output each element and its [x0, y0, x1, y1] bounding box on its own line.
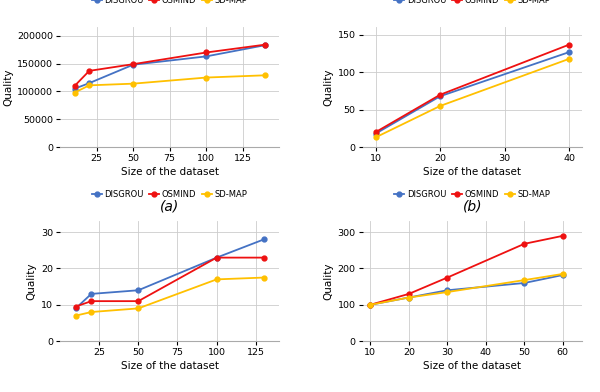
Text: (a): (a)	[160, 200, 179, 214]
OSMIND	[444, 275, 451, 280]
OSMIND	[72, 304, 79, 309]
Legend: DISGROU, OSMIND, SD-MAP: DISGROU, OSMIND, SD-MAP	[394, 190, 550, 199]
SD-MAP	[203, 75, 210, 80]
OSMIND	[559, 234, 566, 238]
Y-axis label: Quality: Quality	[323, 69, 334, 106]
OSMIND	[213, 255, 220, 260]
SD-MAP	[444, 290, 451, 294]
SD-MAP	[213, 277, 220, 282]
DISGROU	[444, 288, 451, 292]
X-axis label: Size of the dataset: Size of the dataset	[424, 167, 521, 177]
Line: SD-MAP: SD-MAP	[72, 73, 267, 95]
SD-MAP	[135, 306, 142, 311]
Line: DISGROU: DISGROU	[73, 237, 266, 311]
DISGROU	[436, 94, 443, 99]
DISGROU	[565, 50, 572, 54]
DISGROU	[86, 81, 93, 85]
Y-axis label: Quality: Quality	[3, 69, 13, 106]
X-axis label: Size of the dataset: Size of the dataset	[121, 361, 218, 371]
Line: SD-MAP: SD-MAP	[373, 56, 572, 140]
Y-axis label: Quality: Quality	[27, 262, 37, 300]
OSMIND	[203, 50, 210, 55]
Legend: DISGROU, OSMIND, SD-MAP: DISGROU, OSMIND, SD-MAP	[92, 0, 248, 5]
OSMIND	[86, 69, 93, 73]
DISGROU	[559, 273, 566, 278]
DISGROU	[260, 237, 267, 242]
Line: DISGROU: DISGROU	[373, 50, 572, 136]
SD-MAP	[405, 295, 412, 300]
DISGROU	[88, 292, 95, 296]
DISGROU	[405, 295, 412, 300]
OSMIND	[88, 299, 95, 303]
OSMIND	[260, 255, 267, 260]
OSMIND	[372, 130, 379, 134]
DISGROU	[130, 62, 137, 67]
OSMIND	[436, 93, 443, 97]
OSMIND	[367, 302, 374, 307]
OSMIND	[521, 241, 528, 246]
OSMIND	[405, 292, 412, 296]
Legend: DISGROU, OSMIND, SD-MAP: DISGROU, OSMIND, SD-MAP	[394, 0, 550, 5]
SD-MAP	[260, 275, 267, 280]
DISGROU	[372, 131, 379, 136]
SD-MAP	[559, 272, 566, 276]
DISGROU	[261, 43, 268, 47]
OSMIND	[135, 299, 142, 303]
DISGROU	[213, 255, 220, 260]
X-axis label: Size of the dataset: Size of the dataset	[424, 361, 521, 371]
DISGROU	[367, 302, 374, 307]
SD-MAP	[71, 90, 78, 95]
SD-MAP	[72, 313, 79, 318]
DISGROU	[521, 281, 528, 285]
SD-MAP	[436, 103, 443, 108]
Text: (b): (b)	[463, 200, 482, 214]
SD-MAP	[521, 278, 528, 283]
SD-MAP	[261, 73, 268, 78]
SD-MAP	[88, 310, 95, 314]
Legend: DISGROU, OSMIND, SD-MAP: DISGROU, OSMIND, SD-MAP	[92, 190, 248, 199]
Line: DISGROU: DISGROU	[72, 43, 267, 91]
X-axis label: Size of the dataset: Size of the dataset	[121, 167, 218, 177]
DISGROU	[71, 86, 78, 91]
Line: OSMIND: OSMIND	[73, 255, 266, 309]
Line: OSMIND: OSMIND	[72, 42, 267, 88]
OSMIND	[130, 62, 137, 67]
SD-MAP	[86, 83, 93, 88]
Line: DISGROU: DISGROU	[368, 272, 565, 307]
DISGROU	[135, 288, 142, 292]
Line: OSMIND: OSMIND	[373, 42, 572, 134]
SD-MAP	[565, 56, 572, 61]
OSMIND	[565, 42, 572, 47]
DISGROU	[203, 54, 210, 59]
Line: SD-MAP: SD-MAP	[368, 272, 565, 307]
SD-MAP	[130, 81, 137, 86]
OSMIND	[71, 83, 78, 88]
SD-MAP	[367, 302, 374, 307]
SD-MAP	[372, 135, 379, 140]
Line: OSMIND: OSMIND	[368, 233, 565, 307]
DISGROU	[72, 306, 79, 311]
Line: SD-MAP: SD-MAP	[73, 275, 266, 318]
OSMIND	[261, 42, 268, 47]
Y-axis label: Quality: Quality	[323, 262, 334, 300]
